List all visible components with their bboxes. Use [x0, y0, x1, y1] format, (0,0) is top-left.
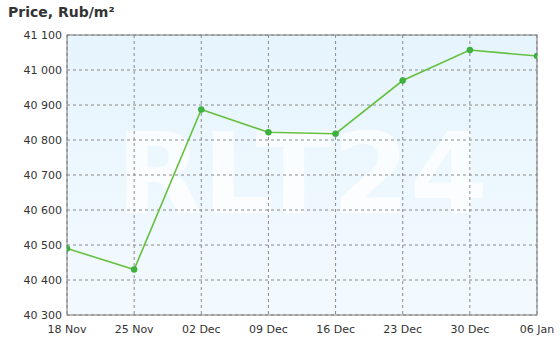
data-point	[131, 267, 137, 273]
series-line	[67, 50, 537, 269]
data-point	[333, 131, 339, 137]
x-grid-line	[335, 35, 336, 315]
x-grid-line	[134, 35, 135, 315]
y-grid-line	[67, 140, 537, 141]
y-grid-line	[67, 280, 537, 281]
y-tick-label: 41 000	[24, 64, 63, 77]
plot-frame	[67, 35, 537, 315]
x-tick-label: 09 Dec	[249, 323, 288, 336]
x-tick-label: 02 Dec	[182, 323, 221, 336]
x-tick-label: 16 Dec	[316, 323, 355, 336]
y-grid-line	[67, 245, 537, 246]
data-point	[400, 78, 406, 84]
x-tick-label: 23 Dec	[383, 323, 422, 336]
x-grid-line	[469, 35, 470, 315]
series-group	[67, 47, 537, 272]
chart-svg: RLT24 40 300 40 400 40 500 40 600 40 700 40 80…	[0, 0, 560, 346]
y-tick-label: 41 100	[24, 29, 63, 42]
data-point	[265, 129, 271, 135]
y-grid-line	[67, 70, 537, 71]
x-tick-label: 25 Nov	[115, 323, 154, 336]
x-tick-label: 18 Nov	[48, 323, 87, 336]
y-grid-line	[67, 210, 537, 211]
data-point	[534, 53, 537, 59]
y-tick-label: 40 900	[24, 99, 63, 112]
x-tick-label: 30 Dec	[450, 323, 489, 336]
y-tick-label: 40 300	[24, 309, 63, 322]
data-point	[198, 107, 204, 113]
x-grid-line	[402, 35, 403, 315]
y-tick-label: 40 800	[24, 134, 63, 147]
x-grid-line	[268, 35, 269, 315]
plot-background	[67, 35, 537, 315]
data-point	[67, 246, 70, 252]
y-tick-label: 40 400	[24, 274, 63, 287]
y-grid-line	[67, 105, 537, 106]
y-grid-line	[67, 175, 537, 176]
watermark: RLT24	[116, 109, 487, 239]
x-tick-label: 06 Jan	[520, 323, 554, 336]
y-tick-label: 40 600	[24, 204, 63, 217]
chart-container: RLT24 40 300 40 400 40 500 40 600 40 700 40 80…	[0, 0, 560, 346]
y-tick-label: 40 500	[24, 239, 63, 252]
data-point	[467, 47, 473, 53]
x-grid-line	[201, 35, 202, 315]
chart-title: Price, Rub/m²	[8, 4, 115, 20]
y-tick-label: 40 700	[24, 169, 63, 182]
